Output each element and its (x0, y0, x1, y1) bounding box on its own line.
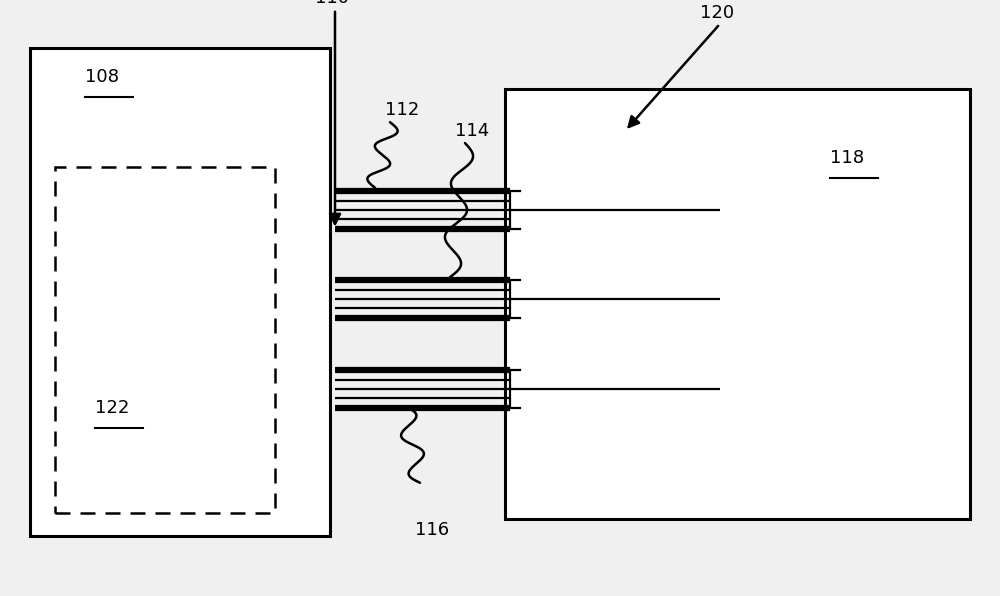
Bar (505, 89, 970, 519)
Text: 118: 118 (830, 149, 864, 167)
Text: 112: 112 (385, 101, 419, 119)
Text: 120: 120 (700, 4, 734, 22)
Text: 114: 114 (455, 122, 489, 140)
Bar (30, 48, 330, 536)
Text: 110: 110 (315, 0, 349, 7)
Bar (55, 167, 275, 513)
Text: 108: 108 (85, 69, 119, 86)
Text: 122: 122 (95, 399, 129, 417)
Text: 116: 116 (415, 522, 449, 539)
